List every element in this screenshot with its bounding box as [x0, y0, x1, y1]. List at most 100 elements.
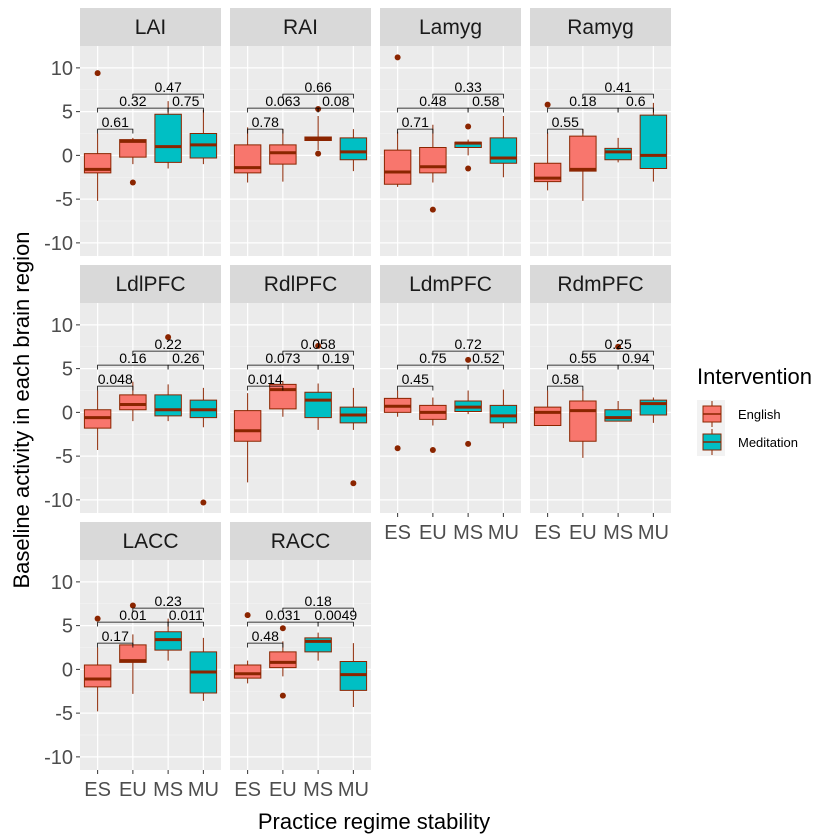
- comparison-ES-EU: 0.71: [397, 114, 434, 134]
- y-tick-label: 0: [62, 659, 73, 681]
- comparison-EU-MU: 0.23: [132, 593, 204, 613]
- y-tick-label: -10: [44, 233, 73, 255]
- box-EU: [119, 602, 147, 694]
- y-tick-label: -5: [55, 446, 73, 468]
- box-ES: [383, 390, 412, 452]
- comparison-bracket: [97, 642, 134, 648]
- panel-Lamyg: Lamyg 0.71 0.48 0.330.58: [380, 8, 521, 256]
- comparison-ES-EU: 0.55: [547, 114, 584, 134]
- panel-title: Lamyg: [419, 16, 482, 39]
- panel-title: Ramyg: [567, 16, 634, 39]
- p-value-label: 0.063: [265, 93, 300, 109]
- box-EU: [419, 397, 447, 453]
- y-axis-title: Baseline activity in each brain region: [9, 231, 34, 588]
- p-value-label: 0.011: [169, 607, 203, 623]
- p-value-label: 0.48: [419, 93, 446, 109]
- box-iqr: [533, 406, 562, 426]
- x-tick-label: MS: [303, 779, 333, 801]
- box-iqr: [569, 400, 597, 442]
- p-value-label: 0.01: [119, 607, 146, 623]
- p-value-label: 0.073: [265, 350, 300, 366]
- box-iqr: [233, 410, 262, 442]
- x-tick-label: MU: [488, 522, 519, 544]
- y-tick-label: 0: [62, 145, 73, 167]
- box-MS: [304, 632, 332, 661]
- outlier-point: [200, 499, 207, 506]
- p-value-label: 0.16: [119, 350, 146, 366]
- y-tick-label: 10: [51, 58, 73, 80]
- outlier-point: [165, 334, 172, 341]
- comparison-MS-MU: 0.94: [617, 350, 654, 370]
- panel-strip: [80, 265, 221, 303]
- box-ES: [233, 612, 262, 684]
- outlier-point: [394, 54, 401, 61]
- panel-LAI: LAI 0.61 0.32 0.470.75: [80, 8, 221, 256]
- p-value-label: 0.26: [172, 350, 199, 366]
- box-MS: [304, 342, 332, 430]
- box-EU: [119, 137, 147, 186]
- panel-strip: [230, 522, 371, 560]
- comparison-bracket: [97, 128, 134, 134]
- p-value-label: 0.72: [455, 336, 482, 352]
- p-value-label: 0.23: [155, 593, 182, 609]
- comparison-bracket: [467, 364, 504, 370]
- comparison-EU-MU: 0.72: [432, 336, 504, 356]
- comparison-bracket: [397, 385, 434, 391]
- p-value-label: 0.058: [301, 336, 336, 352]
- comparison-EU-MU: 0.25: [582, 336, 654, 356]
- box-iqr: [269, 651, 297, 669]
- p-value-label: 0.78: [252, 114, 279, 130]
- outlier-point: [615, 343, 622, 350]
- box-iqr: [83, 664, 112, 688]
- box-ES: [383, 54, 412, 187]
- p-value-label: 0.75: [419, 350, 446, 366]
- box-EU: [419, 124, 447, 213]
- y-tick-label: 5: [62, 616, 73, 638]
- p-value-label: 0.19: [322, 350, 349, 366]
- outlier-point: [429, 447, 436, 453]
- box-ES: [233, 393, 262, 483]
- outlier-point: [129, 602, 136, 609]
- outlier-point: [394, 445, 401, 452]
- panel-title: LdmPFC: [409, 273, 492, 296]
- comparison-bracket: [317, 107, 354, 113]
- box-MU: [339, 387, 368, 487]
- p-value-label: 0.94: [622, 350, 649, 366]
- comparison-bracket: [167, 621, 204, 627]
- comparison-EU-MU: 0.33: [432, 79, 504, 99]
- p-value-label: 0.61: [102, 114, 129, 130]
- y-tick-label: -10: [44, 747, 73, 769]
- comparison-bracket: [617, 364, 654, 370]
- comparison-bracket: [282, 350, 354, 356]
- outlier-point: [279, 692, 286, 699]
- comparison-ES-EU: 0.17: [97, 628, 134, 648]
- box-iqr: [419, 147, 447, 174]
- box-MU: [639, 102, 668, 182]
- panel-strip: [380, 8, 521, 46]
- comparison-bracket: [247, 128, 284, 134]
- box-iqr: [304, 391, 332, 419]
- comparison-bracket: [317, 364, 354, 370]
- box-MS: [454, 356, 482, 447]
- box-MU: [639, 397, 668, 423]
- comparison-ES-EU: 0.61: [97, 114, 134, 134]
- p-value-label: 0.55: [569, 350, 596, 366]
- legend-label: English: [738, 407, 781, 422]
- outlier-point: [465, 440, 472, 447]
- outlier-point: [94, 615, 101, 622]
- x-tick-label: EU: [269, 779, 297, 801]
- comparison-bracket: [132, 350, 204, 356]
- comparison-bracket: [582, 350, 654, 356]
- comparison-bracket: [247, 385, 284, 391]
- comparison-MS-MU: 0.011: [167, 607, 204, 627]
- box-ES: [83, 615, 112, 712]
- y-tick-label: 5: [62, 359, 73, 381]
- comparison-ES-EU: 0.48: [247, 628, 284, 648]
- box-MU: [339, 643, 368, 707]
- comparison-EU-MU: 0.66: [282, 79, 354, 99]
- box-MS: [154, 101, 182, 169]
- outlier-point: [429, 206, 436, 213]
- p-value-label: 0.048: [98, 371, 133, 387]
- panel-RdmPFC: RdmPFC 0.58 0.55 0.250.94: [530, 265, 671, 513]
